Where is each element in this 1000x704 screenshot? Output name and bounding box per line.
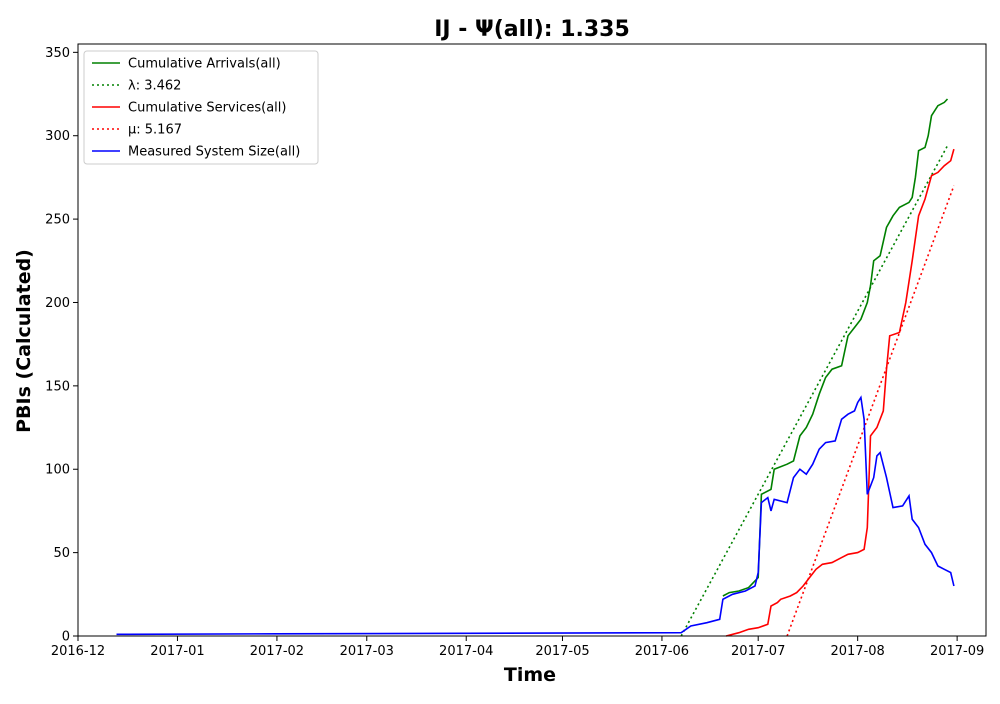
x-tick-label: 2017-01 — [150, 644, 204, 659]
y-tick-label: 0 — [62, 630, 70, 645]
plot-area-frame — [77, 43, 987, 637]
x-tick-label: 2017-03 — [340, 644, 394, 659]
series-line-0 — [722, 98, 949, 597]
x-tick-label: 2017-02 — [250, 644, 304, 659]
y-ticks: 0 50 100 150 200 250 300 350 — [45, 46, 78, 645]
series-layer — [116, 98, 955, 637]
x-tick-label: 2017-07 — [731, 644, 785, 659]
series-line-3 — [786, 185, 955, 637]
x-ticks: 2016-12 2017-01 2017-02 2017-03 2017-04 2017-… — [51, 636, 984, 659]
legend-label-3: μ: 5.167 — [128, 123, 182, 138]
legend-label-0: Cumulative Arrivals(all) — [128, 57, 281, 72]
y-tick-label: 50 — [53, 546, 70, 561]
legend: Cumulative Arrivals(all) λ: 3.462 Cumulati… — [83, 50, 319, 165]
legend-label-1: λ: 3.462 — [128, 79, 181, 94]
y-tick-label: 350 — [45, 46, 70, 61]
x-tick-label: 2017-06 — [635, 644, 689, 659]
y-tick-label: 200 — [45, 296, 70, 311]
series-line-2 — [725, 148, 955, 637]
series-line-1 — [680, 145, 949, 637]
x-tick-label: 2017-09 — [930, 644, 984, 659]
series-line-4 — [116, 395, 955, 636]
x-tick-label: 2017-04 — [439, 644, 493, 659]
y-tick-label: 100 — [45, 463, 70, 478]
y-tick-label: 150 — [45, 379, 70, 394]
x-tick-label: 2017-05 — [535, 644, 589, 659]
y-axis-label: PBIs (Calculated) — [13, 249, 35, 433]
legend-entries: Cumulative Arrivals(all) λ: 3.462 Cumulati… — [92, 57, 300, 160]
y-tick-label: 300 — [45, 129, 70, 144]
chart-title: IJ - Ψ(all): 1.335 — [434, 17, 630, 42]
legend-box — [83, 50, 319, 165]
x-axis-label: Time — [504, 664, 556, 686]
x-tick-label: 2016-12 — [51, 644, 105, 659]
y-tick-label: 250 — [45, 213, 70, 228]
legend-label-4: Measured System Size(all) — [128, 145, 300, 160]
x-tick-label: 2017-08 — [830, 644, 884, 659]
legend-label-2: Cumulative Services(all) — [128, 101, 286, 116]
